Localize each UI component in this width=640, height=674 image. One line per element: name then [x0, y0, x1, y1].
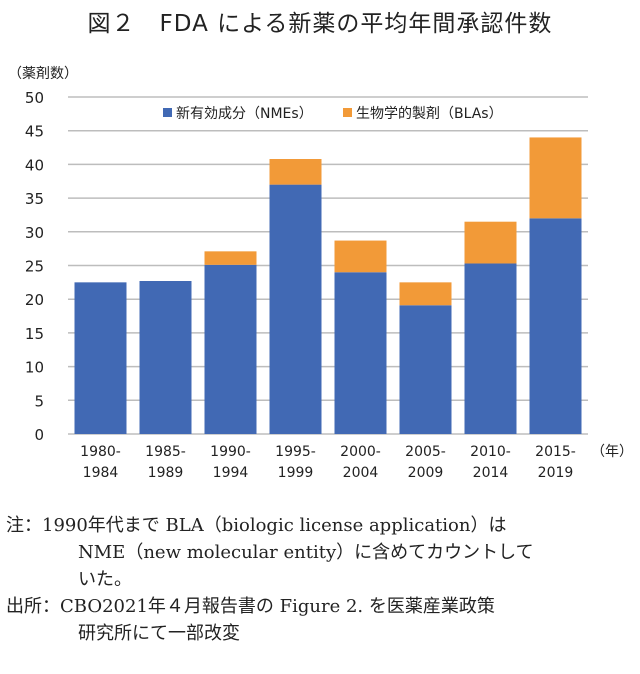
- note-line: 注：1990年代まで BLA（biologic license applicat…: [6, 515, 507, 536]
- legend-label: 生物学的製剤（BLAs）: [356, 106, 503, 122]
- x-tick-label: 1999: [278, 465, 314, 481]
- y-tick-label: 25: [25, 258, 44, 276]
- bar-nme: [74, 282, 127, 434]
- legend-swatch: [163, 108, 172, 117]
- x-tick-label: 1990-: [210, 444, 251, 460]
- y-tick-label: 50: [25, 89, 44, 107]
- bar-nme: [204, 264, 257, 434]
- legend-swatch: [343, 108, 352, 117]
- bar-nme: [334, 272, 387, 434]
- y-tick-label: 35: [25, 190, 44, 208]
- y-axis-label: （薬剤数）: [8, 66, 78, 82]
- note-line: いた。: [78, 569, 132, 590]
- bar-nme: [139, 281, 192, 434]
- bar-bla: [204, 251, 257, 265]
- x-axis-label: （年）: [591, 444, 633, 460]
- y-tick-label: 0: [34, 426, 44, 444]
- bar-bla: [529, 137, 582, 219]
- bar-nme: [269, 184, 322, 434]
- y-tick-label: 20: [25, 291, 44, 309]
- source-line: 出所：CBO2021年４月報告書の Figure 2. を医薬産業政策: [6, 596, 495, 617]
- x-tick-label: 2010-: [470, 444, 511, 460]
- x-tick-label: 2019: [538, 465, 574, 481]
- y-tick-label: 5: [34, 392, 44, 410]
- x-tick-label: 2004: [343, 465, 379, 481]
- note-line: NME（new molecular entity）に含めてカウントして: [78, 542, 534, 563]
- bar-bla: [269, 159, 322, 185]
- bar-nme: [529, 218, 582, 434]
- x-tick-label: 2014: [473, 465, 509, 481]
- x-tick-label: 2000-: [340, 444, 381, 460]
- bar-bla: [334, 240, 387, 273]
- y-tick-label: 40: [25, 156, 44, 174]
- x-tick-label: 2009: [408, 465, 444, 481]
- bar-bla: [399, 282, 452, 306]
- figure-title: 図２ FDA による新薬の平均年間承認件数: [87, 11, 553, 37]
- legend-label: 新有効成分（NMEs）: [176, 106, 313, 122]
- y-tick-label: 15: [25, 325, 44, 343]
- notes: 注：1990年代まで BLA（biologic license applicat…: [6, 512, 534, 647]
- x-tick-label: 1989: [148, 465, 184, 481]
- x-tick-label: 1985-: [145, 444, 186, 460]
- x-tick-label: 2015-: [535, 444, 576, 460]
- x-tick-label: 1980-: [80, 444, 121, 460]
- y-tick-label: 45: [25, 123, 44, 141]
- x-tick-label: 2005-: [405, 444, 446, 460]
- source-line: 研究所にて一部改変: [78, 623, 240, 644]
- stacked-bar-chart: 0 5 10 15 20 25 30 35 40 45 50 （薬剤数） （年） 1980- 1984 198…: [8, 66, 633, 481]
- bar-bla: [464, 221, 517, 264]
- y-tick-label: 30: [25, 224, 44, 242]
- bar-nme: [399, 305, 452, 434]
- x-tick-label: 1984: [83, 465, 119, 481]
- bar-nme: [464, 263, 517, 434]
- y-tick-label: 10: [25, 359, 44, 377]
- x-tick-label: 1994: [213, 465, 249, 481]
- x-tick-label: 1995-: [275, 444, 316, 460]
